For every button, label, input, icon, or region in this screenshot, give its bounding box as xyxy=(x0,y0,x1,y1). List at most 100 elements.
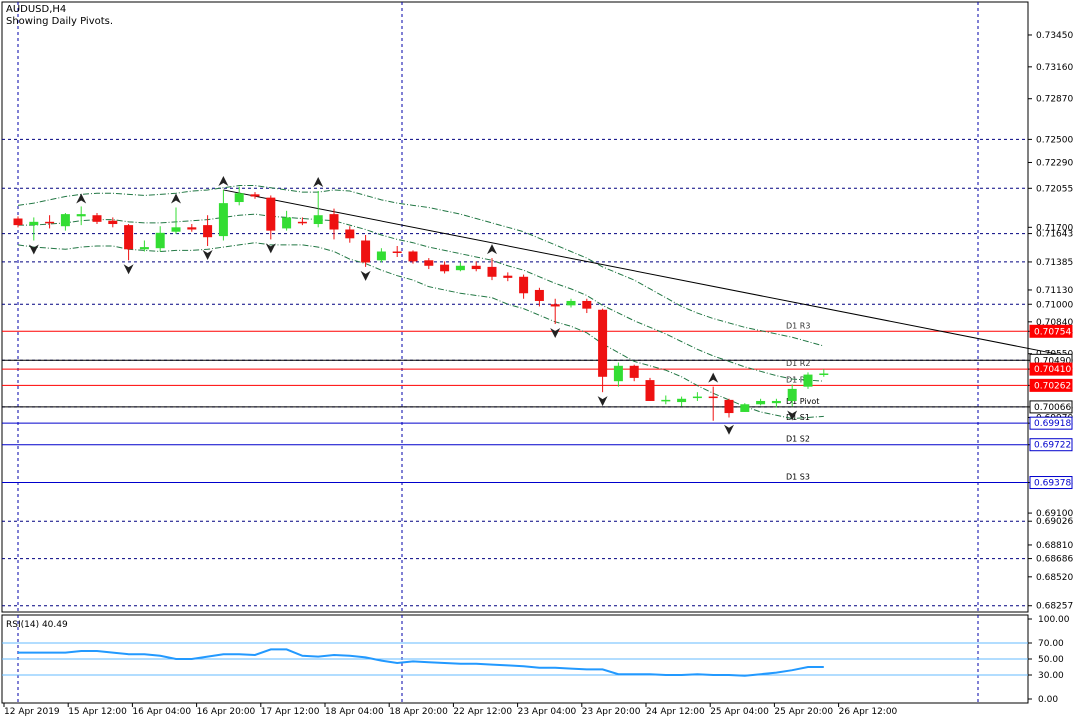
time-axis-label: 17 Apr 12:00 xyxy=(261,707,320,717)
axis-level-box xyxy=(1029,416,1073,430)
bear-candle xyxy=(203,225,213,238)
rsi-title: RSI(14) 40.49 xyxy=(6,620,68,630)
fractal-up-icon xyxy=(708,372,719,383)
axis-level-label: 0.70410 xyxy=(1034,365,1071,375)
envelope-lower-line xyxy=(17,242,824,420)
fractal-down-icon xyxy=(787,410,798,421)
axis-level-box xyxy=(1029,438,1073,452)
fractal-up-icon xyxy=(218,175,229,186)
axis-level-label: 0.70754 xyxy=(1034,327,1071,337)
rsi-axis-label: 50.00 xyxy=(1038,655,1064,665)
time-axis-label: 16 Apr 20:00 xyxy=(197,707,256,717)
price-pane-frame xyxy=(1,1,1029,613)
bull-candle xyxy=(60,214,70,227)
bear-candle xyxy=(629,365,639,378)
trendline xyxy=(223,189,1061,356)
bull-candle xyxy=(677,398,687,403)
rsi-axis-label: 0.00 xyxy=(1038,695,1058,705)
bear-candle xyxy=(534,289,544,301)
bear-candle xyxy=(266,197,276,231)
price-axis-label: 0.70840 xyxy=(1036,318,1073,328)
rsi-axis-label: 70.00 xyxy=(1038,639,1064,649)
fractal-down-icon xyxy=(202,250,213,260)
bear-candle xyxy=(550,304,560,307)
pivot-subtitle: Showing Daily Pivots. xyxy=(6,16,114,27)
bull-candle xyxy=(771,400,781,404)
pivot-label: D1 R1 xyxy=(786,375,810,384)
price-axis-label: 0.73160 xyxy=(1036,63,1073,73)
bear-candle xyxy=(708,396,718,399)
bear-candle xyxy=(440,264,450,272)
time-axis-label: 23 Apr 20:00 xyxy=(582,707,641,717)
bull-candle xyxy=(218,203,228,237)
bull-candle xyxy=(787,388,797,401)
axis-level-box xyxy=(1029,362,1073,376)
bull-candle xyxy=(282,217,292,229)
bear-candle xyxy=(13,218,23,226)
bear-candle xyxy=(519,276,529,294)
bear-candle xyxy=(598,309,608,377)
time-axis-label: 22 Apr 12:00 xyxy=(453,707,512,717)
time-axis-label: 25 Apr 20:00 xyxy=(774,707,833,717)
bear-candle xyxy=(92,215,102,222)
bear-candle xyxy=(408,251,418,262)
rsi-axis-label: 30.00 xyxy=(1038,671,1064,681)
bear-candle xyxy=(392,251,402,253)
bull-candle xyxy=(613,365,623,382)
envelope-upper-line xyxy=(17,185,824,347)
axis-level-label: 0.69722 xyxy=(1034,441,1071,451)
bull-candle xyxy=(756,400,766,405)
time-axis-label: 26 Apr 12:00 xyxy=(839,707,898,717)
bear-candle xyxy=(187,227,197,230)
fractal-up-icon xyxy=(76,193,87,204)
bear-candle xyxy=(503,275,513,278)
price-axis-label: 0.73450 xyxy=(1036,31,1073,41)
time-axis-label: 24 Apr 12:00 xyxy=(646,707,705,717)
pivot-label: D1 S2 xyxy=(786,435,810,444)
fractal-down-icon xyxy=(550,328,561,339)
axis-level-box xyxy=(1029,324,1073,338)
fractal-down-icon xyxy=(724,424,734,435)
bull-candle xyxy=(234,193,244,203)
bull-candle xyxy=(819,373,829,375)
bear-candle xyxy=(487,266,497,277)
axis-level-label: 0.70066 xyxy=(1034,403,1071,413)
fractal-up-icon xyxy=(171,193,181,204)
fractal-down-icon xyxy=(265,243,276,254)
price-axis-label: 0.72290 xyxy=(1036,158,1073,168)
pivot-label: D1 R3 xyxy=(786,321,810,330)
time-axis-label: 16 Apr 04:00 xyxy=(132,707,191,717)
axis-level-label: 0.69378 xyxy=(1034,479,1071,489)
price-axis-label: 0.71700 xyxy=(1036,223,1073,233)
axis-level-box xyxy=(1029,400,1073,414)
price-axis-label: 0.71385 xyxy=(1036,258,1073,268)
bull-candle xyxy=(661,399,671,402)
bull-candle xyxy=(76,214,86,217)
bear-candle xyxy=(361,240,371,263)
price-axis-label: 0.72500 xyxy=(1036,135,1073,145)
fractal-down-icon xyxy=(597,396,608,407)
price-axis-label: 0.71000 xyxy=(1036,300,1073,310)
pivot-label: D1 Pivot xyxy=(786,397,819,406)
bear-candle xyxy=(345,229,355,239)
bull-candle xyxy=(692,396,702,399)
envelope-middle-line xyxy=(18,213,824,382)
time-axis-label: 15 Apr 12:00 xyxy=(68,707,127,717)
price-axis-label: 0.68520 xyxy=(1036,573,1073,583)
price-axis-label: 0.69026 xyxy=(1036,517,1073,527)
bull-candle xyxy=(155,232,165,249)
bear-candle xyxy=(250,194,260,197)
fractal-down-icon xyxy=(123,264,134,275)
price-axis-label: 0.68257 xyxy=(1036,602,1073,612)
bear-candle xyxy=(45,221,55,224)
price-axis-label: 0.68810 xyxy=(1036,541,1073,551)
bull-candle xyxy=(29,221,39,226)
fractal-down-icon xyxy=(360,270,371,281)
price-axis-label: 0.72055 xyxy=(1036,184,1073,194)
bear-candle xyxy=(424,260,434,266)
time-axis-label: 18 Apr 20:00 xyxy=(389,707,448,717)
price-axis-label: 0.68686 xyxy=(1036,555,1073,565)
axis-level-box xyxy=(1029,378,1073,392)
